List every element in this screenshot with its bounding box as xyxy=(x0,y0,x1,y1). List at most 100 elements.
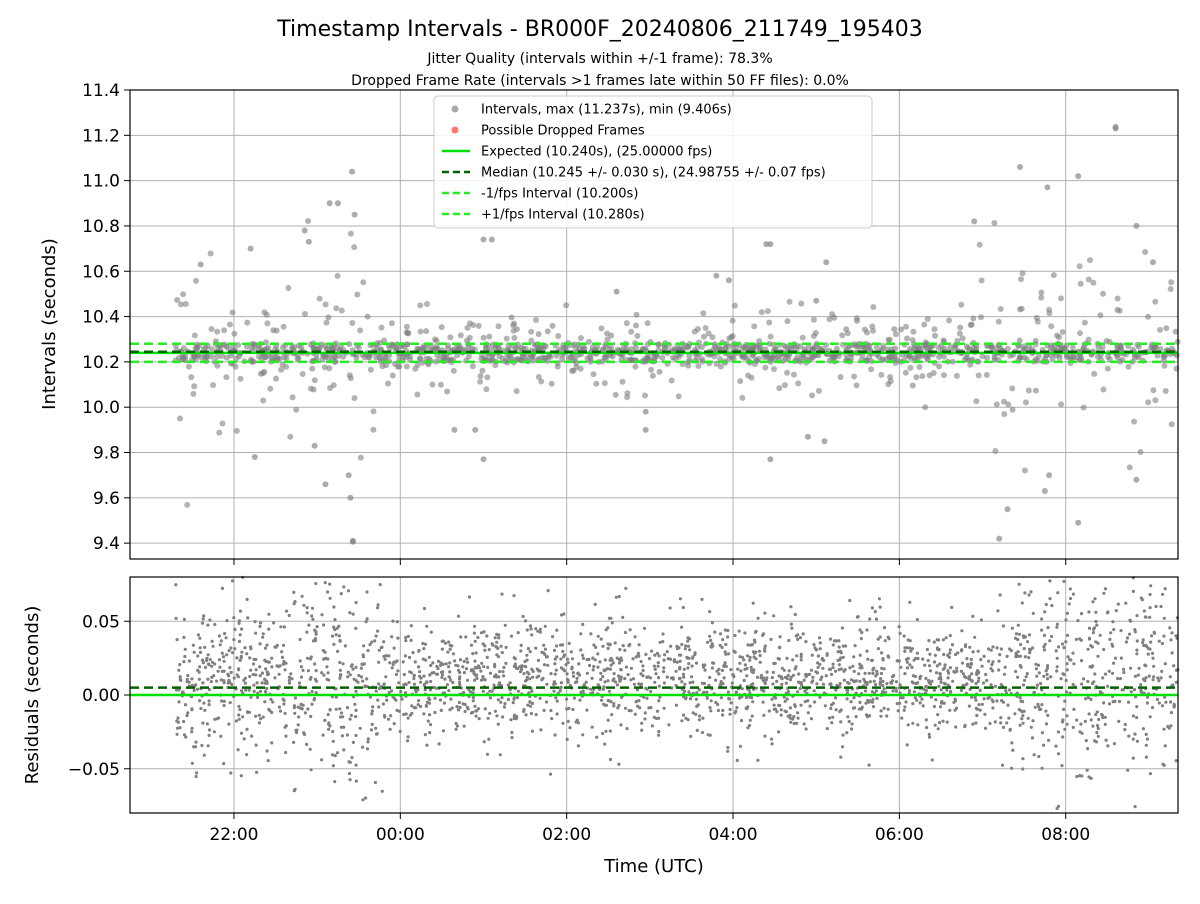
residual-point xyxy=(608,658,612,662)
residual-point xyxy=(197,677,201,681)
residual-point xyxy=(925,647,930,652)
residual-point xyxy=(581,689,585,693)
residual-point xyxy=(497,675,501,679)
residual-point xyxy=(1046,626,1050,630)
interval-point xyxy=(740,344,747,350)
residual-point xyxy=(879,709,883,713)
residual-point xyxy=(1042,645,1046,649)
residual-point xyxy=(365,617,369,621)
residual-point xyxy=(202,701,206,705)
residual-point xyxy=(945,720,949,724)
residual-point xyxy=(462,659,466,664)
residual-point xyxy=(555,699,559,703)
residual-point xyxy=(538,696,542,700)
residual-point xyxy=(183,647,187,651)
residual-point xyxy=(256,695,260,700)
interval-point xyxy=(1044,184,1051,191)
residual-point xyxy=(281,643,286,647)
interval-point xyxy=(208,346,215,353)
residuals-y-ticks: −0.050.000.05 xyxy=(68,612,130,780)
residual-point xyxy=(954,706,959,710)
interval-point xyxy=(414,362,421,368)
interval-point xyxy=(839,332,846,339)
residual-point xyxy=(347,771,352,776)
residual-point xyxy=(455,705,459,709)
residual-point xyxy=(848,598,852,603)
residual-point xyxy=(354,600,358,605)
residual-point xyxy=(788,713,792,718)
residual-point xyxy=(307,623,311,627)
residual-point xyxy=(198,646,202,650)
residual-point xyxy=(236,748,240,752)
residual-point xyxy=(530,689,534,693)
interval-point xyxy=(538,378,545,385)
residual-point xyxy=(516,689,521,693)
residual-point xyxy=(348,778,352,782)
interval-point xyxy=(1085,336,1092,343)
interval-point xyxy=(216,429,223,436)
residual-point xyxy=(960,629,964,633)
residual-point xyxy=(377,648,381,652)
residual-point xyxy=(311,639,316,643)
residual-point xyxy=(203,645,207,650)
residual-point xyxy=(879,671,884,676)
residual-point xyxy=(589,632,593,636)
residual-point xyxy=(206,623,210,627)
residual-point xyxy=(1065,714,1069,718)
residual-point xyxy=(536,629,540,633)
residual-point xyxy=(1102,647,1106,652)
residual-point xyxy=(896,709,900,713)
residual-point xyxy=(486,665,490,670)
residual-point xyxy=(530,729,535,733)
residual-point xyxy=(585,671,590,675)
x-axis-label: Time (UTC) xyxy=(603,856,704,877)
residual-point xyxy=(240,650,244,654)
residual-point xyxy=(907,689,912,693)
residual-point xyxy=(860,705,864,709)
residual-point xyxy=(708,634,712,638)
residual-point xyxy=(270,665,274,669)
residual-point xyxy=(425,700,429,705)
residual-point xyxy=(190,677,194,681)
residual-point xyxy=(799,652,803,657)
interval-point xyxy=(265,344,272,351)
residual-point xyxy=(1087,775,1091,779)
residual-point xyxy=(758,653,762,658)
residual-point xyxy=(481,642,485,646)
residual-point xyxy=(1131,756,1135,760)
interval-point xyxy=(798,300,805,307)
residual-point xyxy=(407,655,412,660)
residual-point xyxy=(585,708,589,712)
residual-point xyxy=(816,661,820,665)
residual-point xyxy=(1046,664,1050,668)
interval-point xyxy=(447,334,454,341)
residual-point xyxy=(842,678,846,682)
interval-point xyxy=(1145,313,1152,320)
residual-point xyxy=(1147,674,1151,678)
residual-point xyxy=(1172,702,1176,706)
residual-point xyxy=(983,712,987,717)
interval-point xyxy=(1105,353,1112,360)
residual-point xyxy=(775,679,779,684)
residual-point xyxy=(750,714,754,718)
residual-point xyxy=(545,682,549,686)
residual-point xyxy=(559,643,563,647)
residual-point xyxy=(525,670,530,674)
residual-point xyxy=(237,717,241,721)
residual-point xyxy=(895,702,899,706)
residual-point xyxy=(636,651,641,655)
interval-point xyxy=(826,316,833,323)
residual-point xyxy=(529,627,533,631)
residual-point xyxy=(1062,707,1066,712)
residual-point xyxy=(767,709,771,713)
residual-point xyxy=(1145,701,1149,705)
interval-point xyxy=(991,356,998,363)
interval-point xyxy=(1018,276,1024,283)
residual-point xyxy=(509,718,513,722)
interval-point xyxy=(495,323,502,330)
residual-point xyxy=(979,618,984,622)
residual-point xyxy=(721,713,725,717)
residual-point xyxy=(258,642,262,646)
residual-point xyxy=(234,719,238,723)
residual-point xyxy=(179,678,183,683)
